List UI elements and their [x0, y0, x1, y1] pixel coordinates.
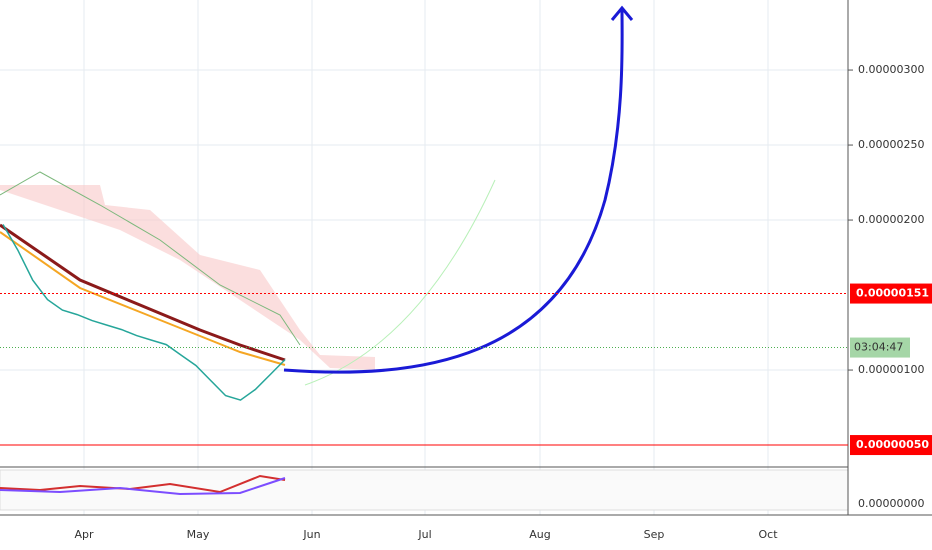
countdown: 03:04:47 — [854, 341, 903, 354]
projection-arrow — [283, 5, 634, 374]
price-label: 0.00000151 — [856, 287, 929, 300]
indicator-tick-label: 0.00000000 — [858, 497, 924, 510]
ema-ribbon — [0, 231, 286, 366]
x-tick-label: Apr — [74, 528, 94, 541]
indicator-pane — [0, 469, 849, 511]
y-tick-label: 0.00000250 — [858, 138, 924, 151]
ema-ribbon — [0, 223, 286, 362]
price-label-box — [850, 435, 932, 456]
x-tick-label: Jun — [302, 528, 320, 541]
y-tick-label: 0.00000300 — [858, 63, 924, 76]
x-tick-label: Jul — [417, 528, 431, 541]
x-tick-label: Oct — [758, 528, 778, 541]
price-label: 0.00000050 — [856, 438, 929, 451]
y-tick-label: 0.00000100 — [858, 363, 924, 376]
x-tick-label: Sep — [644, 528, 665, 541]
price-line — [2, 224, 286, 401]
y-tick-label: 0.00000200 — [858, 213, 924, 226]
grid — [0, 0, 848, 515]
price-label-box — [850, 283, 932, 304]
ichimoku-line — [0, 171, 301, 346]
cloud — [0, 185, 375, 370]
x-tick-label: Aug — [529, 528, 550, 541]
indicator-line — [0, 474, 286, 494]
countdown-box — [850, 337, 910, 358]
x-tick-label: May — [187, 528, 210, 541]
indicator-line — [0, 477, 286, 496]
